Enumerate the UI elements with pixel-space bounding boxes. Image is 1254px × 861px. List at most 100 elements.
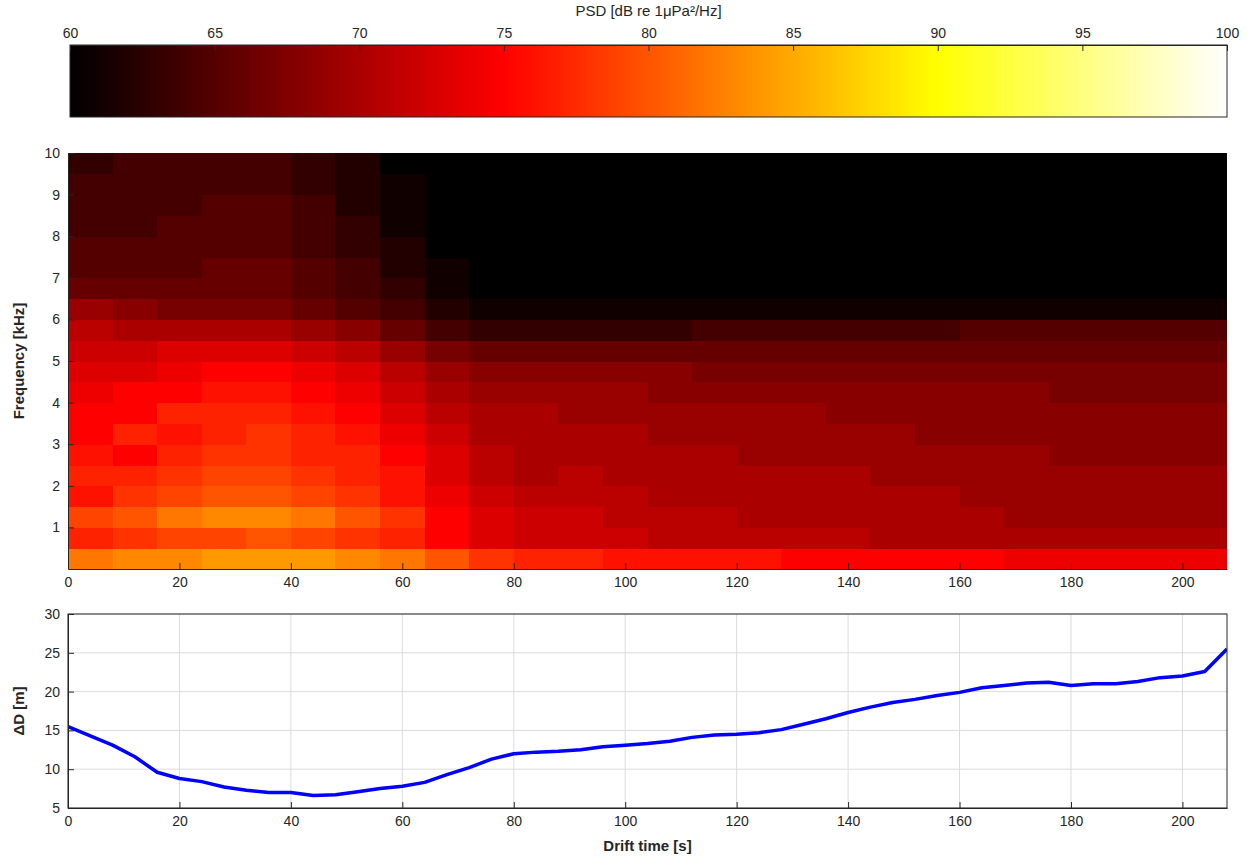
tick: 120 [725, 563, 749, 590]
heatmap-cell [915, 153, 960, 174]
tick: 140 [837, 802, 861, 829]
heatmap-cell [826, 486, 871, 507]
heatmap-cell [648, 423, 693, 444]
heatmap-cell [558, 382, 603, 403]
heatmap-cell [870, 153, 915, 174]
grid-line [625, 614, 626, 808]
heatmap-cell [1093, 236, 1138, 257]
tick-label: 25 [44, 645, 60, 661]
heatmap-cell [1138, 319, 1183, 340]
heatmap-cell [1138, 403, 1183, 424]
heatmap-cell [558, 486, 603, 507]
heatmap-cell [781, 444, 826, 465]
heatmap-cell [469, 465, 514, 486]
heatmap-cell [781, 153, 826, 174]
heatmap-cell [202, 361, 247, 382]
heatmap-cell [1049, 215, 1094, 236]
heatmap-cell [1182, 423, 1227, 444]
heatmap-cell [1093, 215, 1138, 236]
heatmap-cell [1138, 236, 1183, 257]
heatmap-cell [202, 319, 247, 340]
heatmap-cell [870, 361, 915, 382]
heatmap-cell [648, 507, 693, 528]
tick-label: 200 [1171, 574, 1195, 590]
heatmap-cell [113, 527, 158, 548]
heatmap-cell [68, 278, 113, 299]
heatmap-cell [469, 236, 514, 257]
heatmap-cell [1004, 382, 1049, 403]
heatmap-cell [469, 527, 514, 548]
tick: 180 [1060, 802, 1084, 829]
heatmap-cell [68, 444, 113, 465]
heatmap-cell [960, 257, 1005, 278]
heatmap-cell [246, 174, 291, 195]
tick: 160 [948, 563, 972, 590]
heatmap-cell [113, 361, 158, 382]
heatmap-cell [291, 174, 336, 195]
heatmap-cell [157, 215, 202, 236]
heatmap-cell [1093, 257, 1138, 278]
tick-label: 80 [506, 574, 522, 590]
heatmap-cell [469, 423, 514, 444]
tick: 40 [284, 802, 300, 829]
heatmap-cell [157, 527, 202, 548]
heatmap-cell [1004, 340, 1049, 361]
tick: 120 [725, 802, 749, 829]
heatmap-cell [1093, 299, 1138, 320]
heatmap-cell [380, 382, 425, 403]
heatmap-cell [1182, 465, 1227, 486]
heatmap-cell [915, 527, 960, 548]
heatmap-cell [826, 319, 871, 340]
heatmap-cell [692, 215, 737, 236]
tick-label: 180 [1060, 813, 1084, 829]
heatmap-cell [425, 361, 470, 382]
heatmap-cell [737, 257, 782, 278]
plot-frame [68, 614, 1227, 808]
heatmap-cell [291, 195, 336, 216]
heatmap-cell [648, 527, 693, 548]
heatmap-cell [915, 257, 960, 278]
heatmap-cell [202, 548, 247, 569]
heatmap-cell [514, 361, 559, 382]
heatmap-cell [826, 195, 871, 216]
heatmap-cell [291, 423, 336, 444]
heatmap-cell [157, 340, 202, 361]
heatmap-cell [737, 361, 782, 382]
heatmap-cell [1182, 486, 1227, 507]
tick-mark [70, 45, 71, 51]
tick-mark [68, 614, 74, 615]
heatmap-cell [68, 195, 113, 216]
tick-label: 5 [52, 800, 60, 816]
heatmap-cell [335, 423, 380, 444]
heatmap-cell [826, 340, 871, 361]
y-axis: 51015202530 [44, 606, 74, 816]
heatmap-cell [335, 465, 380, 486]
heatmap-cell [68, 340, 113, 361]
tick-mark [68, 403, 74, 404]
heatmap-cell [202, 174, 247, 195]
heatmap-cell [514, 527, 559, 548]
tick-mark [359, 45, 360, 51]
heatmap-cell [558, 299, 603, 320]
heatmap-cell [113, 444, 158, 465]
heatmap-cell [469, 319, 514, 340]
heatmap-cell [380, 403, 425, 424]
heatmap-cell [1138, 195, 1183, 216]
heatmap-cell [380, 423, 425, 444]
heatmap-cell [1138, 361, 1183, 382]
heatmap-cell [68, 527, 113, 548]
heatmap-cell [960, 361, 1005, 382]
heatmap-cell [826, 548, 871, 569]
grid-line [290, 614, 291, 808]
x-axis: 020406080100120140160180200 [65, 802, 1228, 829]
heatmap-cell [915, 195, 960, 216]
heatmap-cell [603, 507, 648, 528]
heatmap-cell [202, 340, 247, 361]
tick: 20 [44, 684, 74, 700]
heatmap-cell [826, 382, 871, 403]
heatmap-cell [202, 423, 247, 444]
heatmap-cell [826, 174, 871, 195]
heatmap-cell [291, 507, 336, 528]
tick-label: 100 [614, 574, 638, 590]
tick: 20 [172, 802, 188, 829]
